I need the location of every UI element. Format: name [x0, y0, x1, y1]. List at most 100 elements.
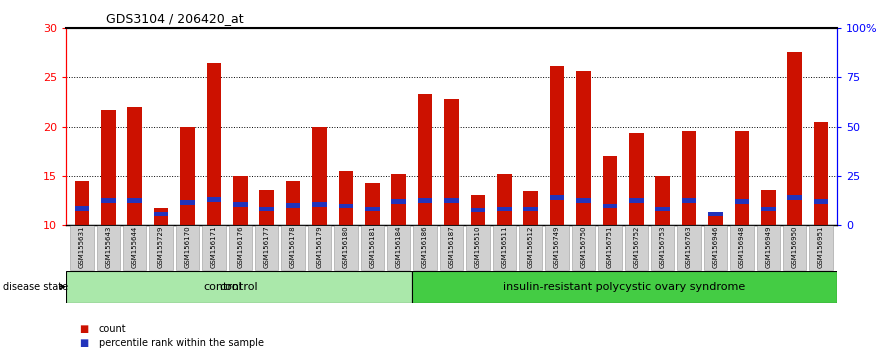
Bar [523, 192, 538, 225]
Bar [788, 195, 802, 200]
FancyBboxPatch shape [360, 225, 384, 270]
Text: GSM156750: GSM156750 [581, 225, 587, 268]
FancyBboxPatch shape [66, 271, 412, 303]
FancyBboxPatch shape [229, 225, 252, 270]
FancyBboxPatch shape [677, 225, 700, 270]
Text: GSM156176: GSM156176 [237, 225, 243, 268]
Text: GSM156512: GSM156512 [528, 226, 534, 268]
Text: GSM156752: GSM156752 [633, 226, 640, 268]
Text: GSM156763: GSM156763 [686, 225, 692, 268]
Bar [682, 198, 696, 203]
Text: GSM156178: GSM156178 [290, 225, 296, 268]
Text: GSM156948: GSM156948 [739, 225, 745, 268]
FancyBboxPatch shape [466, 225, 490, 270]
Text: GSM156177: GSM156177 [263, 225, 270, 268]
FancyBboxPatch shape [334, 225, 358, 270]
FancyBboxPatch shape [440, 225, 463, 270]
Text: control: control [204, 282, 242, 292]
Text: GSM156753: GSM156753 [660, 225, 666, 268]
FancyBboxPatch shape [704, 225, 727, 270]
Text: disease state: disease state [3, 282, 68, 292]
Bar [418, 198, 433, 203]
Bar [576, 198, 591, 203]
FancyBboxPatch shape [545, 225, 569, 270]
Text: GSM155643: GSM155643 [106, 226, 111, 268]
FancyBboxPatch shape [307, 225, 331, 270]
FancyBboxPatch shape [282, 225, 305, 270]
Bar [154, 208, 168, 225]
Text: GSM156184: GSM156184 [396, 225, 402, 268]
Text: GSM156749: GSM156749 [554, 225, 560, 268]
Text: GSM155644: GSM155644 [132, 226, 137, 268]
Bar [682, 131, 696, 225]
FancyBboxPatch shape [651, 225, 674, 270]
Bar [181, 200, 195, 205]
Text: ■: ■ [79, 324, 88, 334]
Text: GSM156170: GSM156170 [184, 225, 190, 268]
Bar [233, 202, 248, 207]
Bar [735, 199, 749, 204]
Bar [629, 198, 644, 203]
Bar [814, 122, 828, 225]
Bar [365, 183, 380, 225]
Bar [365, 207, 380, 211]
Bar [391, 174, 406, 225]
FancyBboxPatch shape [810, 225, 833, 270]
FancyBboxPatch shape [598, 225, 621, 270]
Bar [444, 99, 459, 225]
Bar [101, 198, 115, 203]
Text: control: control [219, 282, 258, 292]
Bar [735, 131, 749, 225]
Bar [497, 207, 512, 211]
Bar [761, 207, 775, 211]
Bar [181, 126, 195, 225]
Text: percentile rank within the sample: percentile rank within the sample [99, 338, 263, 348]
FancyBboxPatch shape [203, 225, 226, 270]
FancyBboxPatch shape [730, 225, 753, 270]
Text: GDS3104 / 206420_at: GDS3104 / 206420_at [106, 12, 243, 25]
Text: GSM156180: GSM156180 [343, 225, 349, 268]
Bar [338, 204, 353, 208]
Text: GSM155729: GSM155729 [158, 226, 164, 268]
Text: count: count [99, 324, 126, 334]
Text: GSM156186: GSM156186 [422, 225, 428, 268]
FancyBboxPatch shape [413, 225, 437, 270]
Bar [312, 126, 327, 225]
Bar [207, 197, 221, 202]
Bar [470, 208, 485, 212]
Bar [285, 203, 300, 207]
Bar [470, 195, 485, 225]
Bar [154, 212, 168, 216]
FancyBboxPatch shape [70, 225, 93, 270]
Bar [207, 63, 221, 225]
Text: GSM156511: GSM156511 [501, 225, 507, 268]
Text: GSM156751: GSM156751 [607, 225, 613, 268]
Text: insulin-resistant polycystic ovary syndrome: insulin-resistant polycystic ovary syndr… [503, 282, 745, 292]
Bar [259, 190, 274, 225]
Bar [576, 70, 591, 225]
Bar [788, 52, 802, 225]
Bar [444, 198, 459, 203]
FancyBboxPatch shape [97, 225, 120, 270]
FancyBboxPatch shape [412, 271, 837, 303]
Bar [338, 171, 353, 225]
FancyBboxPatch shape [757, 225, 780, 270]
Text: GSM156187: GSM156187 [448, 225, 455, 268]
Bar [391, 199, 406, 204]
FancyBboxPatch shape [625, 225, 648, 270]
Bar [708, 212, 722, 216]
Bar [312, 202, 327, 207]
Text: GSM156171: GSM156171 [211, 225, 217, 268]
Bar [128, 198, 142, 203]
Bar [655, 176, 670, 225]
Bar [523, 207, 538, 211]
Bar [550, 195, 565, 200]
Text: GSM156946: GSM156946 [713, 225, 719, 268]
FancyBboxPatch shape [150, 225, 173, 270]
FancyBboxPatch shape [783, 225, 806, 270]
Bar [75, 181, 89, 225]
FancyBboxPatch shape [176, 225, 199, 270]
Bar [259, 207, 274, 211]
FancyBboxPatch shape [519, 225, 543, 270]
Bar [629, 133, 644, 225]
